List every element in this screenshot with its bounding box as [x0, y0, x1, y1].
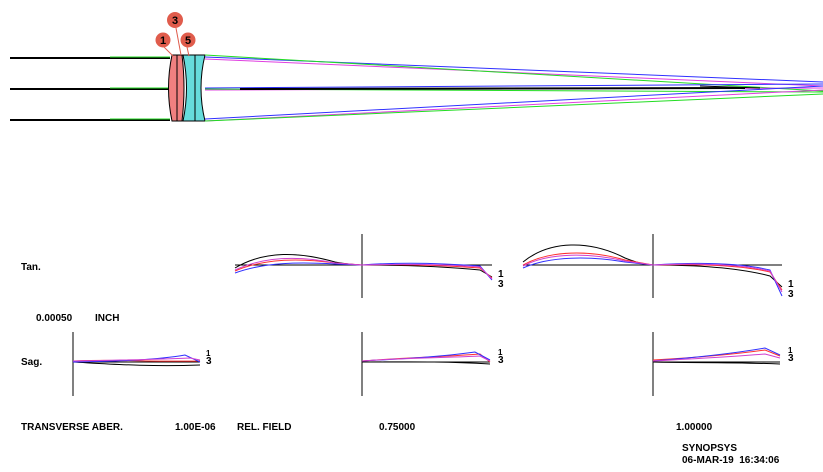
- tan-100-tag-1: 1: [788, 279, 794, 290]
- lens-layout: 3 1 5: [10, 12, 823, 122]
- tan-plot-100: [522, 234, 783, 298]
- tan-plot-075: [234, 234, 493, 298]
- incoming-rays: [10, 56, 180, 121]
- sag-100-curve: [652, 349, 781, 361]
- sag-plot-075: [361, 332, 491, 396]
- tan-100-curve: [522, 254, 783, 293]
- tan-100-tag-3: 3: [788, 289, 794, 300]
- surface-marker-3: 3: [167, 12, 183, 56]
- field-100-value: 1.00000: [676, 422, 713, 433]
- sag-100-curve: [652, 353, 781, 362]
- tan-label: Tan.: [21, 262, 41, 273]
- lens-element-1: [168, 54, 185, 122]
- sag-plot-000: [72, 332, 201, 396]
- sag-100-curve: [652, 361, 781, 365]
- sag-075-tag-3: 3: [498, 355, 504, 366]
- tolerance-value: 1.00E-06: [175, 422, 216, 433]
- tan-075-curve: [234, 259, 493, 279]
- scale-value: 0.00050: [36, 313, 73, 324]
- date-time-stamp: 06-MAR-19 16:34:06: [682, 455, 780, 466]
- sag-000-curve: [72, 361, 201, 367]
- transverse-aber-label: TRANSVERSE ABER.: [21, 422, 123, 433]
- sag-075-curve: [361, 361, 491, 365]
- sag-000-curve: [72, 357, 201, 362]
- converging-rays: [204, 54, 823, 122]
- surface-marker-5: 5: [180, 32, 196, 57]
- sag-000-tag-1: 1: [206, 349, 211, 358]
- surface-marker-label: 5: [185, 35, 191, 47]
- scale-unit: INCH: [95, 313, 120, 324]
- tan-075-tag-1: 1: [498, 269, 504, 280]
- surface-marker-label: 1: [160, 35, 166, 47]
- program-name: SYNOPSYS: [682, 443, 738, 454]
- surface-marker-1: 1: [155, 32, 174, 57]
- surface-marker-label: 3: [172, 15, 178, 27]
- sag-075-curve: [361, 355, 491, 362]
- sag-075-tag-1: 1: [498, 348, 503, 357]
- sag-000-tag-3: 3: [206, 356, 212, 367]
- tan-075-curve: [234, 257, 493, 280]
- sag-plot-100: [652, 332, 781, 396]
- sag-100-tag-3: 3: [788, 353, 794, 364]
- tan-075-tag-3: 3: [498, 279, 504, 290]
- field-075-value: 0.75000: [379, 422, 416, 433]
- sag-label: Sag.: [21, 357, 43, 368]
- sag-100-tag-1: 1: [788, 346, 793, 355]
- rel-field-label: REL. FIELD: [237, 422, 292, 433]
- lens-element-2: [182, 54, 206, 122]
